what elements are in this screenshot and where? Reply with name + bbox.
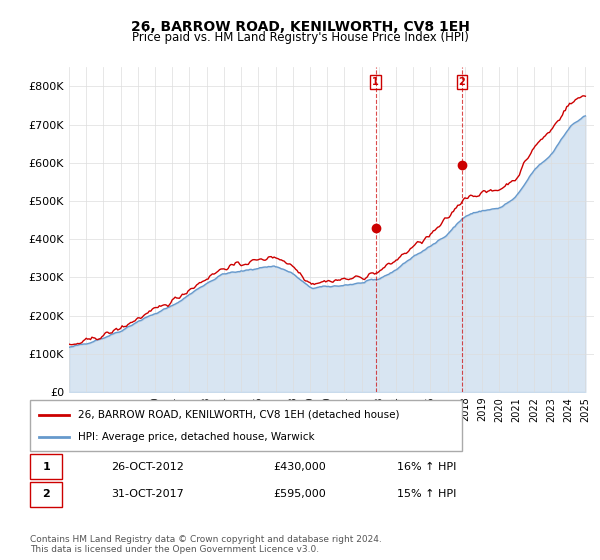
Text: Price paid vs. HM Land Registry's House Price Index (HPI): Price paid vs. HM Land Registry's House … xyxy=(131,31,469,44)
Text: 16% ↑ HPI: 16% ↑ HPI xyxy=(397,461,457,472)
Text: 15% ↑ HPI: 15% ↑ HPI xyxy=(397,489,457,500)
FancyBboxPatch shape xyxy=(30,454,62,479)
Text: 26, BARROW ROAD, KENILWORTH, CV8 1EH (detached house): 26, BARROW ROAD, KENILWORTH, CV8 1EH (de… xyxy=(77,409,399,419)
Text: £595,000: £595,000 xyxy=(273,489,326,500)
FancyBboxPatch shape xyxy=(30,482,62,507)
Text: 2: 2 xyxy=(458,77,466,87)
FancyBboxPatch shape xyxy=(30,400,462,451)
Text: 2: 2 xyxy=(43,489,50,500)
Text: HPI: Average price, detached house, Warwick: HPI: Average price, detached house, Warw… xyxy=(77,432,314,442)
Text: 1: 1 xyxy=(43,461,50,472)
Text: £430,000: £430,000 xyxy=(273,461,326,472)
Text: 26-OCT-2012: 26-OCT-2012 xyxy=(111,461,184,472)
Text: 26, BARROW ROAD, KENILWORTH, CV8 1EH: 26, BARROW ROAD, KENILWORTH, CV8 1EH xyxy=(131,20,469,34)
Text: 31-OCT-2017: 31-OCT-2017 xyxy=(111,489,184,500)
Text: 1: 1 xyxy=(373,77,379,87)
Text: Contains HM Land Registry data © Crown copyright and database right 2024.
This d: Contains HM Land Registry data © Crown c… xyxy=(30,535,382,554)
